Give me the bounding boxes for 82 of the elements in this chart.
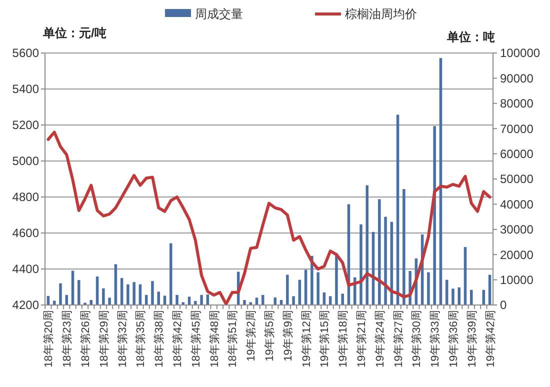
bar (200, 294, 203, 305)
bar (384, 216, 387, 305)
bar (108, 298, 111, 305)
y2-tick-label: 10000 (500, 273, 534, 287)
y2-tick-label: 90000 (500, 71, 534, 86)
bar (132, 282, 136, 305)
y-tick-label: 4600 (12, 226, 40, 240)
bar (458, 287, 460, 305)
bar (151, 281, 154, 305)
y2-tick-label: 0 (500, 298, 507, 312)
y-tick-label: 4400 (12, 262, 40, 276)
y-tick-label: 5400 (12, 82, 40, 96)
y-tick-label: 4200 (12, 298, 40, 312)
y2-tick-label: 20000 (500, 248, 534, 262)
bar (292, 296, 295, 305)
bar (360, 224, 362, 305)
x-tick-label: 19年第2周 (246, 310, 258, 362)
y-tick-label: 5000 (12, 154, 40, 168)
bar (464, 247, 467, 305)
x-tick-label: 19年第21周 (356, 310, 368, 368)
bar (249, 302, 252, 305)
bar (102, 288, 105, 305)
x-tick-label: 18年第38周 (154, 310, 166, 368)
legend-label: 棕榈油周均价 (345, 7, 417, 22)
y2-tick-label: 30000 (500, 222, 534, 237)
x-tick-label: 19年第12周 (300, 310, 313, 368)
x-tick-label: 18年第48周 (208, 310, 221, 368)
y2-axis-title: 单位：吨 (446, 30, 495, 44)
legend-label: 周成交量 (195, 7, 243, 22)
bar (452, 288, 454, 305)
bar (71, 270, 74, 305)
y-tick-label: 4800 (12, 190, 40, 204)
bar (286, 274, 289, 305)
bar (378, 199, 381, 305)
y2-tick-label: 50000 (500, 172, 534, 186)
bar (433, 126, 436, 305)
bar (335, 253, 338, 305)
y2-tick-label: 40000 (500, 197, 534, 212)
y2-tick-label: 80000 (500, 96, 534, 111)
x-tick-label: 19年第36周 (448, 310, 460, 368)
y2-tick-label: 100000 (500, 46, 540, 60)
bar (316, 272, 320, 305)
y-tick-label: 5600 (12, 46, 40, 60)
x-tick-label: 18年第29周 (98, 310, 110, 368)
x-tick-label: 19年第5周 (264, 310, 276, 362)
x-tick-label: 19年第15周 (319, 310, 332, 368)
y-tick-label: 5200 (12, 118, 40, 132)
bar (126, 284, 130, 305)
x-tick-label: 19年第9周 (282, 310, 294, 362)
x-tick-label: 18年第51周 (227, 310, 240, 368)
bar (176, 294, 178, 305)
bar (194, 300, 197, 305)
bar (169, 243, 172, 305)
bar (341, 294, 344, 305)
bar (59, 283, 62, 305)
bar (78, 280, 80, 305)
x-tick-label: 19年第27周 (392, 310, 405, 368)
x-tick-label: 18年第20周 (43, 310, 56, 368)
x-tick-label: 19年第24周 (374, 310, 386, 368)
x-tick-label: 18年第35周 (135, 310, 148, 368)
y-axis-title: 单位：元/吨 (42, 26, 106, 40)
x-tick-label: 19年第39周 (466, 310, 478, 368)
x-tick-label: 19年第18周 (338, 310, 350, 368)
x-tick-label: 19年第42周 (484, 310, 497, 368)
x-tick-label: 19年第30周 (411, 310, 424, 368)
x-tick-label: 18年第26周 (80, 310, 92, 368)
bar (402, 189, 406, 305)
bar (65, 294, 68, 305)
bar (304, 270, 308, 305)
x-tick-label: 18年第23周 (62, 310, 74, 368)
x-tick-label: 18年第45周 (190, 310, 202, 368)
y2-tick-label: 70000 (500, 122, 534, 136)
bar (114, 264, 118, 305)
x-tick-label: 18年第32周 (116, 310, 129, 368)
bar (157, 292, 160, 305)
bar (427, 272, 430, 305)
y2-tick-label: 60000 (500, 147, 534, 161)
x-tick-label: 18年第42周 (172, 310, 184, 368)
bar (366, 185, 369, 305)
bar (470, 290, 473, 305)
bar (243, 300, 246, 305)
x-tick-label: 19年第33周 (430, 310, 442, 368)
